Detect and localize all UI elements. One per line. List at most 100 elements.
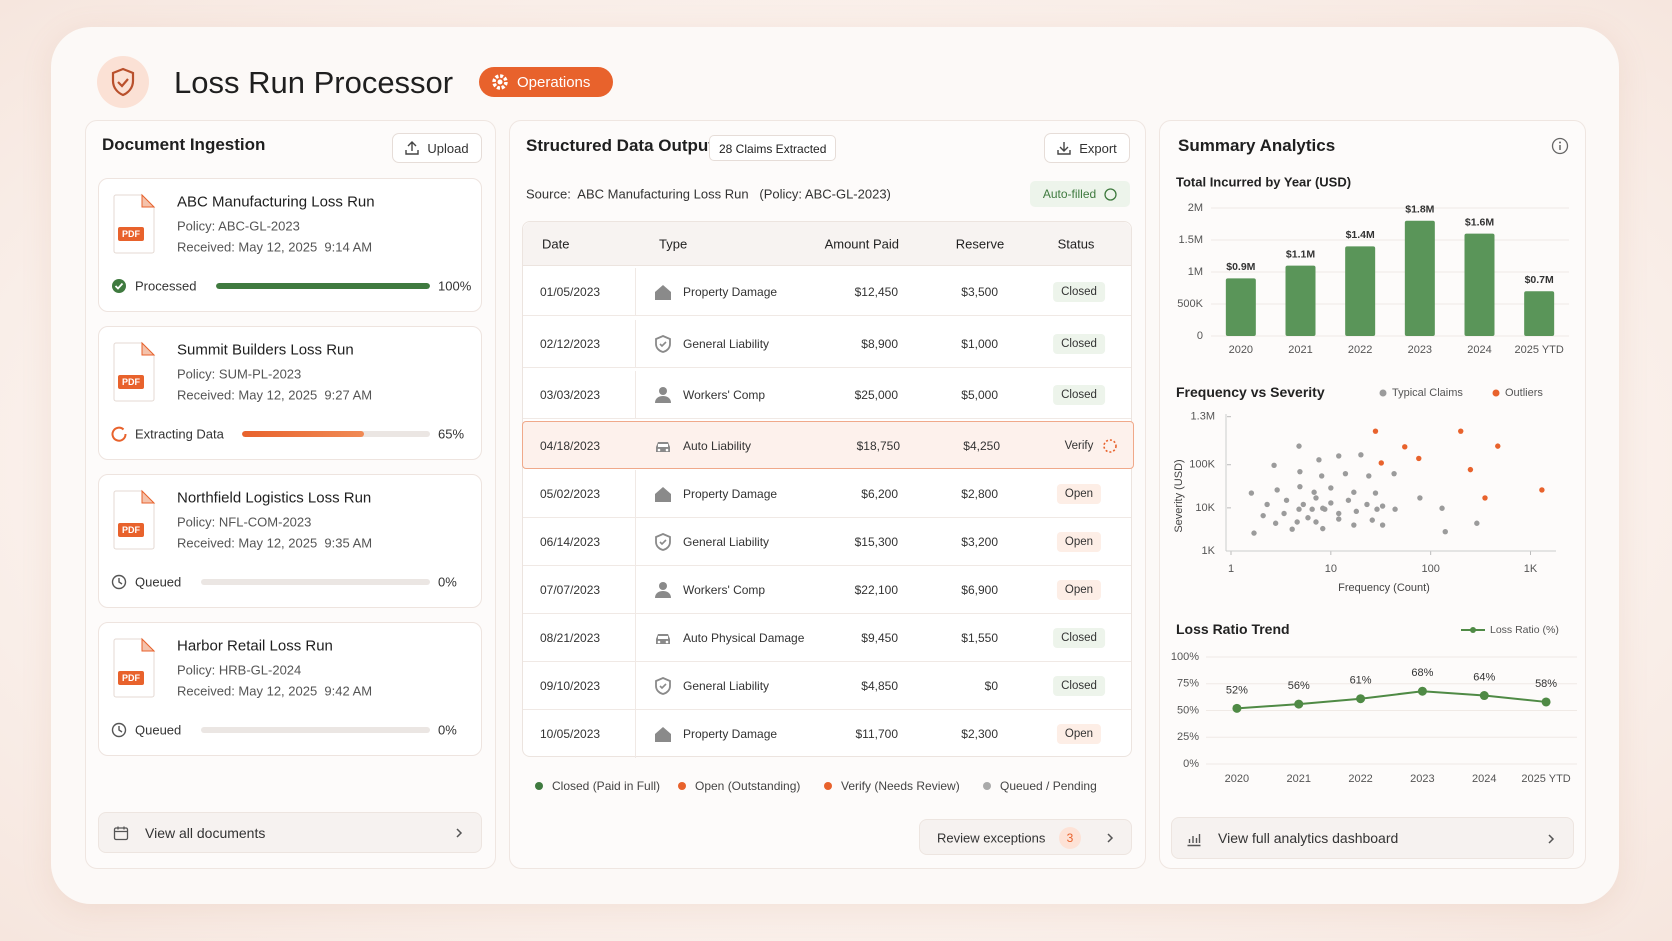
pdf-icon: [113, 637, 157, 699]
reserve: $1,550: [961, 631, 998, 645]
divider: [635, 470, 636, 518]
column-header: Status: [1057, 236, 1095, 252]
table-row[interactable]: 07/07/2023 Workers' Comp $22,100 $6,900 Open: [523, 566, 1131, 614]
status-pill: Closed: [1053, 676, 1105, 696]
document-card[interactable]: PDF Northfield Logistics Loss Run Policy…: [98, 474, 482, 608]
chart-title: Total Incurred by Year (USD): [1176, 174, 1352, 190]
received: Received: May 12, 2025 9:42 AM: [177, 683, 373, 699]
status: Extracting Data: [135, 426, 224, 442]
date: 03/03/2023: [540, 388, 601, 402]
reserve: $4,250: [963, 439, 1000, 453]
status: Queued: [135, 722, 182, 738]
column-header: Reserve: [955, 236, 1005, 252]
table-row[interactable]: 09/10/2023 General Liability $4,850 $0 Close…: [523, 662, 1131, 710]
file-type: PDF: [122, 673, 140, 683]
divider: [635, 518, 636, 566]
badge-label: Operations: [517, 73, 591, 91]
date: 05/02/2023: [540, 487, 601, 501]
received: Received: May 12, 2025 9:27 AM: [177, 387, 373, 403]
file-type: PDF: [122, 377, 140, 387]
date: 04/18/2023: [540, 439, 601, 453]
claim-type: Workers' Comp: [683, 388, 766, 402]
type-icon: [653, 436, 673, 456]
logo: [97, 56, 149, 108]
analytics-panel: [1159, 120, 1586, 869]
upload-icon: [405, 141, 420, 155]
date: 02/12/2023: [540, 337, 601, 351]
autofill-label: Auto-filled: [1042, 187, 1097, 201]
amount-paid: $4,850: [861, 679, 898, 693]
type-icon: [653, 628, 673, 648]
table-row[interactable]: 03/03/2023 Workers' Comp $25,000 $5,000 Clos…: [523, 371, 1131, 419]
download-icon: [1057, 142, 1071, 155]
claim-type: Property Damage: [683, 727, 778, 741]
status-pill: Closed: [1053, 385, 1105, 405]
reserve: $1,000: [961, 337, 998, 351]
progress-fill: [242, 431, 365, 437]
table-row[interactable]: 04/18/2023 Auto Liability $18,750 $4,250 Ver…: [522, 421, 1134, 469]
divider: [635, 371, 636, 419]
claim-type: Workers' Comp: [683, 583, 766, 597]
progress-fill: [216, 283, 430, 289]
policy: Policy: HRB-GL-2024: [177, 662, 302, 678]
table-row[interactable]: 05/02/2023 Property Damage $6,200 $2,800 Ope…: [523, 470, 1131, 518]
file-type: PDF: [122, 525, 140, 535]
type-icon: [653, 676, 673, 696]
legend-dot: [983, 782, 991, 790]
panel-title: Summary Analytics: [1178, 136, 1336, 155]
type-icon: [653, 532, 673, 552]
divider: [635, 566, 636, 614]
export-button[interactable]: Export: [1044, 133, 1130, 163]
document-card[interactable]: PDF Harbor Retail Loss Run Policy: HRB-G…: [98, 622, 482, 756]
type-icon: [653, 484, 673, 504]
column-header: Type: [659, 236, 688, 252]
pdf-icon: [113, 341, 157, 403]
date: 01/05/2023: [540, 285, 601, 299]
reserve: $5,000: [961, 388, 998, 402]
claim-type: Property Damage: [683, 487, 778, 501]
amount-paid: $11,700: [855, 727, 899, 741]
amount-paid: $6,200: [861, 487, 898, 501]
divider: [635, 710, 636, 758]
document-name: ABC Manufacturing Loss Run: [177, 193, 375, 211]
policy: Policy: NFL-COM-2023: [177, 514, 312, 530]
claim-type: General Liability: [683, 337, 770, 351]
view-analytics-link[interactable]: View full analytics dashboard: [1171, 817, 1574, 859]
table-row[interactable]: 06/14/2023 General Liability $15,300 $3,200…: [523, 518, 1131, 566]
amount-paid: $22,100: [854, 583, 898, 597]
table-row[interactable]: 08/21/2023 Auto Physical Damage $9,450 $1,5…: [523, 614, 1131, 662]
divider: [635, 662, 636, 710]
policy: Policy: SUM-PL-2023: [177, 366, 302, 382]
reserve: $0: [984, 679, 998, 693]
review-label: Review exceptions: [937, 830, 1046, 846]
chart-title: Loss Ratio Trend: [1176, 621, 1290, 637]
autofill-icon: [1104, 187, 1117, 201]
legend-label: Verify (Needs Review): [841, 779, 960, 793]
claim-type: Auto Physical Damage: [683, 631, 805, 645]
amount-paid: $12,450: [854, 285, 898, 299]
document-card[interactable]: PDF ABC Manufacturing Loss Run Policy: A…: [98, 178, 482, 312]
divider: [635, 614, 636, 662]
table-row[interactable]: 01/05/2023 Property Damage $12,450 $3,500 Cl…: [523, 268, 1131, 316]
policy: Policy: ABC-GL-2023: [177, 218, 300, 234]
info-icon[interactable]: [1551, 137, 1569, 155]
progress-label: 65%: [438, 426, 465, 442]
review-exceptions-button[interactable]: Review exceptions 3: [919, 819, 1132, 855]
view-documents-link[interactable]: View all documents: [98, 812, 482, 853]
document-card[interactable]: PDF Summit Builders Loss Run Policy: SUM…: [98, 326, 482, 460]
upload-button[interactable]: Upload: [392, 133, 482, 163]
progress-track: [201, 579, 430, 585]
source: Source: ABC Manufacturing Loss Run (Poli…: [526, 186, 891, 202]
amount-paid: $25,000: [854, 388, 898, 402]
operations-badge[interactable]: Operations: [479, 67, 613, 97]
amount-paid: $8,900: [861, 337, 898, 351]
table-row[interactable]: 02/12/2023 General Liability $8,900 $1,000 C…: [523, 320, 1131, 368]
panel-title: Structured Data Output: [526, 136, 714, 155]
claim-type: General Liability: [683, 679, 770, 693]
reserve: $2,800: [961, 487, 998, 501]
table-row[interactable]: 10/05/2023 Property Damage $11,700 $2,300 Op…: [523, 710, 1131, 758]
legend-dot: [678, 782, 686, 790]
status-pill: Open: [1056, 484, 1102, 504]
